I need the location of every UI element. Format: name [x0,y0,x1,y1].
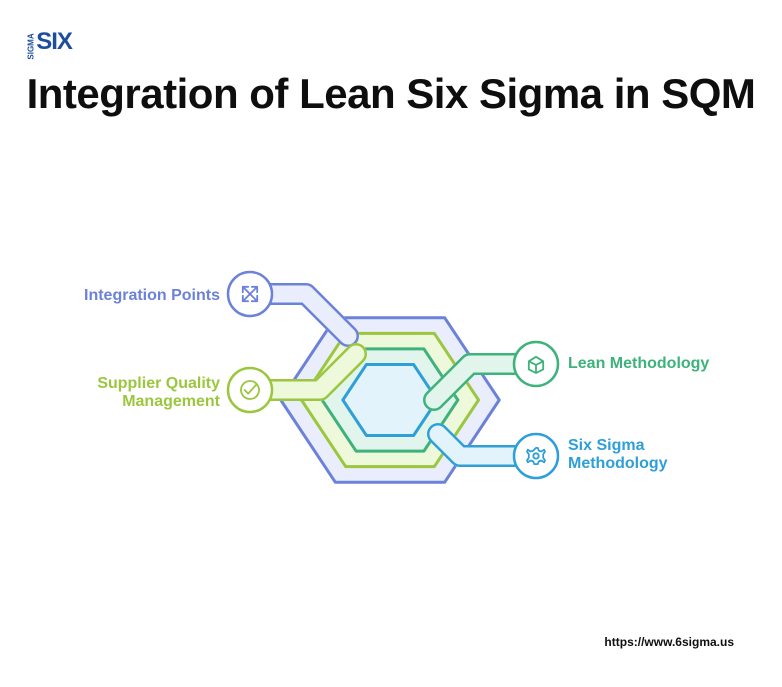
diagram-canvas: Integration Points Supplier QualityManage… [0,240,782,580]
supplier-quality-circle [228,368,272,412]
logo-text: SIX [36,28,72,56]
logo-subtext: SIGMA [27,33,36,59]
node-six-sigma-methodology [514,434,558,478]
brand-logo: SIGMA SIX [18,28,72,56]
node-integration-points [228,272,272,316]
supplier-quality-label: Supplier QualityManagement [97,375,220,410]
node-lean-methodology [514,342,558,386]
page-title: Integration of Lean Six Sigma in SQM [0,70,782,118]
footer-url: https://www.6sigma.us [604,635,734,649]
integration-points-label: Integration Points [84,287,220,304]
integration-diagram: Integration Points Supplier QualityManage… [0,240,782,580]
six-sigma-methodology-circle [514,434,558,478]
six-sigma-methodology-label: Six SigmaMethodology [568,437,668,472]
lean-methodology-label: Lean Methodology [568,355,709,372]
node-supplier-quality [228,368,272,412]
